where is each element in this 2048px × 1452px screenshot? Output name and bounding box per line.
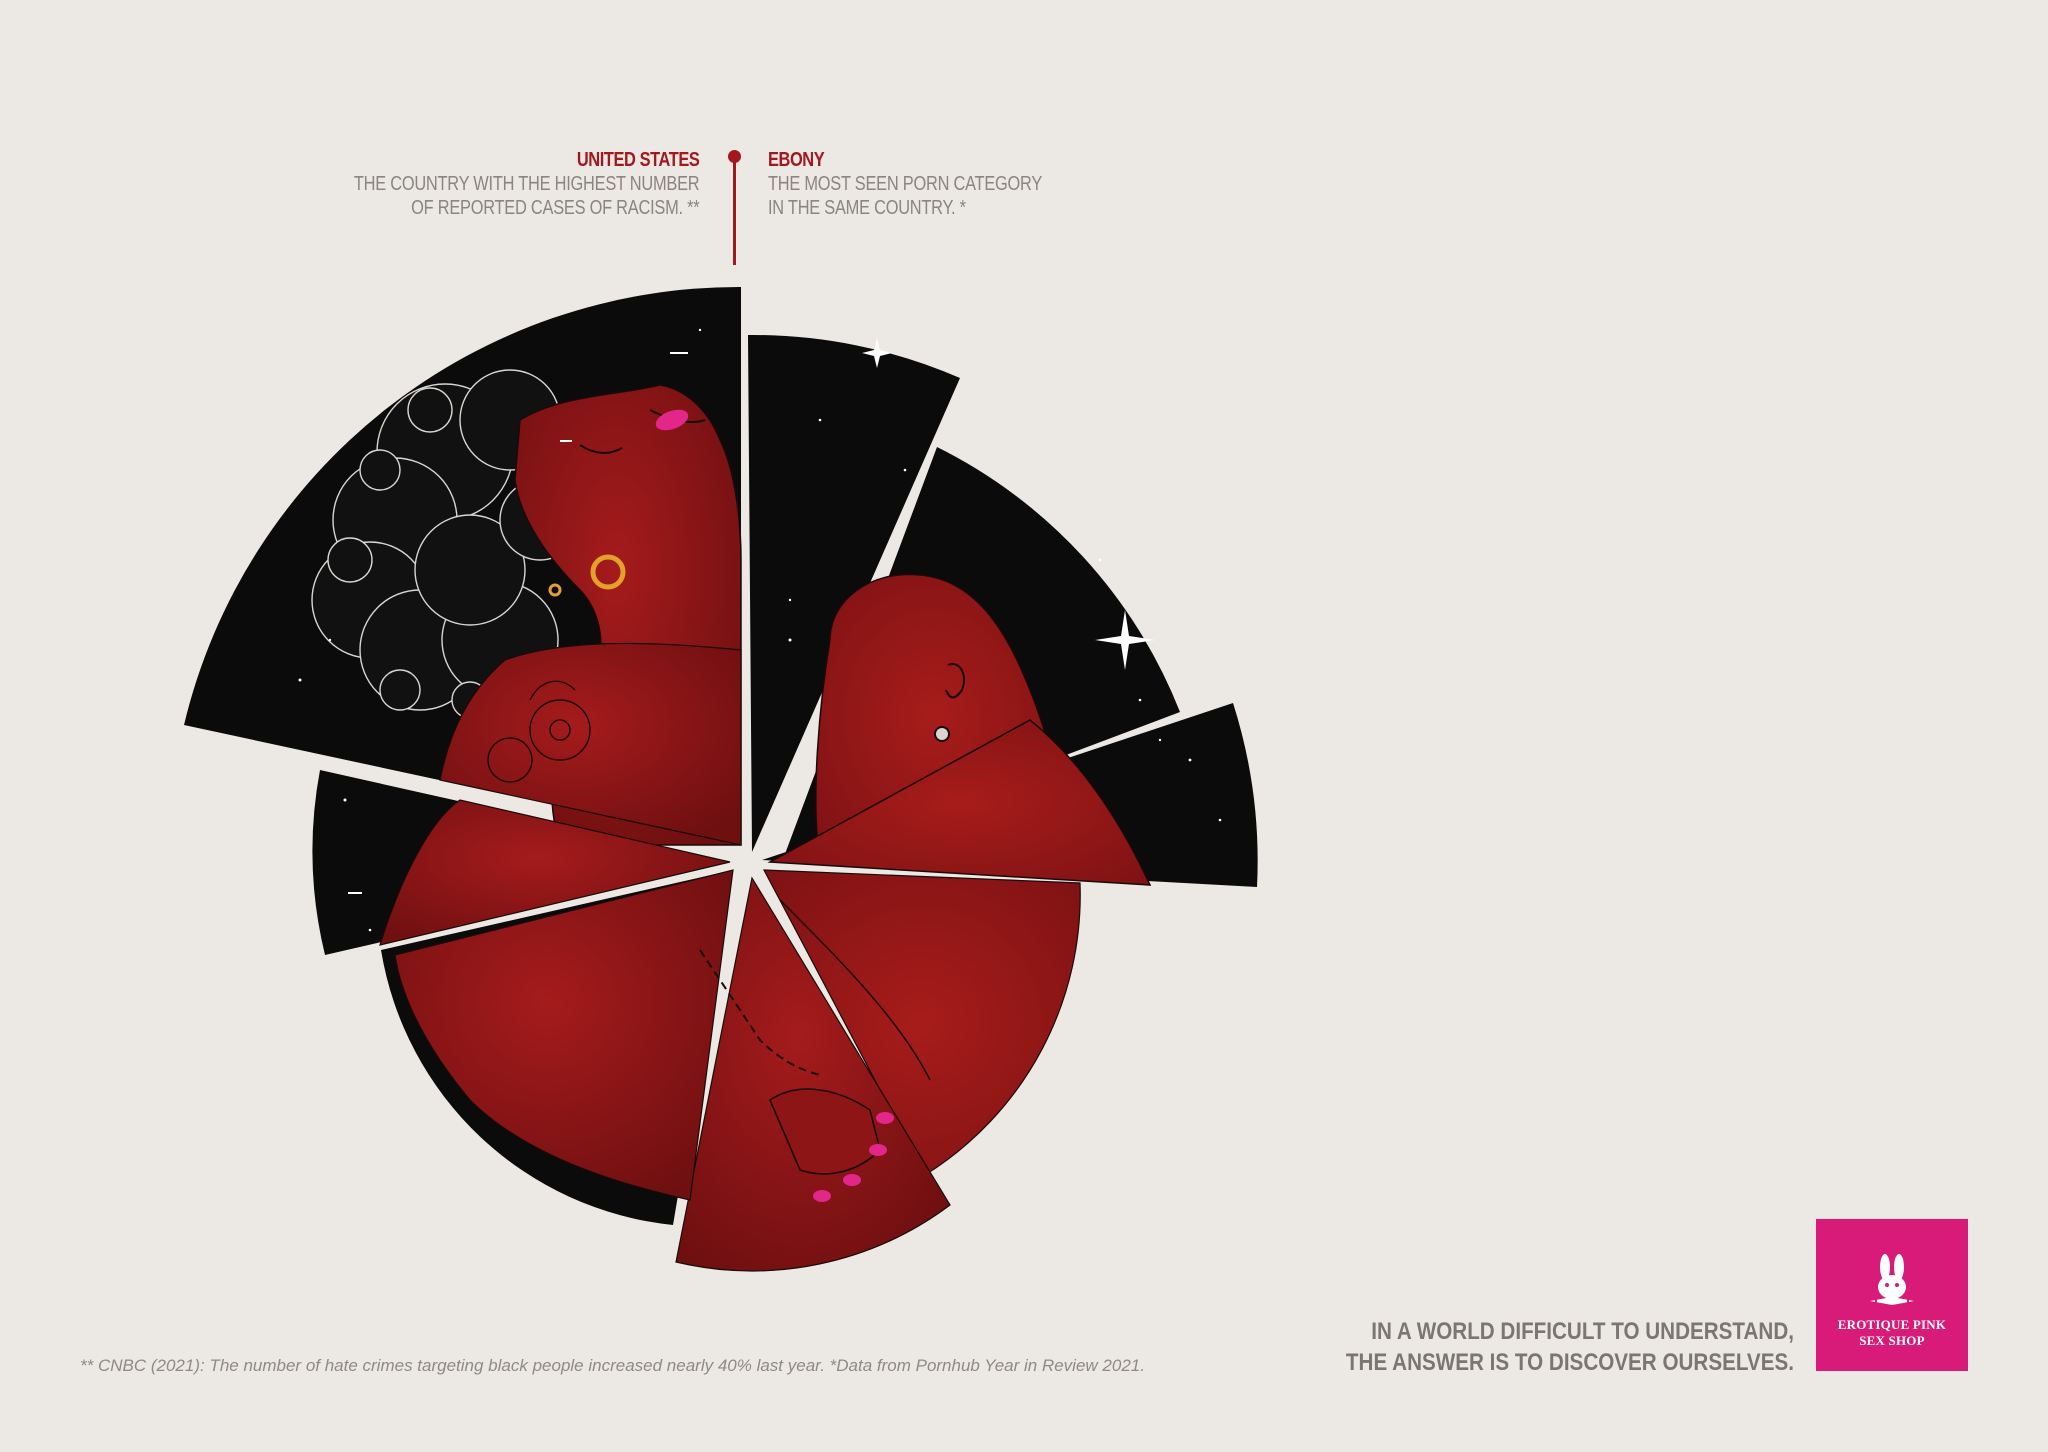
callout-text-line: THE COUNTRY WITH THE HIGHEST NUMBER <box>353 173 699 195</box>
slogan-line: IN A WORLD DIFFICULT TO UNDERSTAND, <box>1371 1318 1794 1345</box>
callout-text-line: IN THE SAME COUNTRY. * <box>768 197 966 219</box>
sector-left-thin <box>312 770 731 955</box>
sector-lower-hand <box>675 876 951 1272</box>
callout-ebony: EBONY THE MOST SEEN PORN CATEGORY IN THE… <box>768 148 1042 220</box>
callout-text-line: THE MOST SEEN PORN CATEGORY <box>768 173 1043 195</box>
footnote: ** CNBC (2021): The number of hate crime… <box>80 1356 1145 1375</box>
rabbit-icon <box>1870 1254 1914 1305</box>
sector-right-narrow <box>762 703 1258 887</box>
brand-name: EROTIQUE PINK <box>1837 1317 1947 1332</box>
tattoo-illustration <box>439 642 742 846</box>
brand-tagline: SEX SHOP <box>1859 1333 1925 1348</box>
callout-text-line: OF REPORTED CASES OF RACISM. ** <box>410 197 699 219</box>
callout-title: UNITED STATES <box>576 149 699 171</box>
sector-lower-left <box>381 869 821 1225</box>
brand-logo[interactable]: EROTIQUE PINK SEX SHOP <box>1816 1219 1968 1371</box>
pin-line <box>733 157 736 265</box>
callout-title: EBONY <box>768 149 825 171</box>
sector-lower-right <box>762 869 1081 1176</box>
slogan: IN A WORLD DIFFICULT TO UNDERSTAND, THE … <box>1346 1316 1794 1378</box>
slogan-line: THE ANSWER IS TO DISCOVER OURSELVES. <box>1345 1349 1794 1376</box>
hair-illustration <box>311 369 581 719</box>
callout-united-states: UNITED STATES THE COUNTRY WITH THE HIGHE… <box>353 148 699 220</box>
pin-dot <box>728 150 741 163</box>
